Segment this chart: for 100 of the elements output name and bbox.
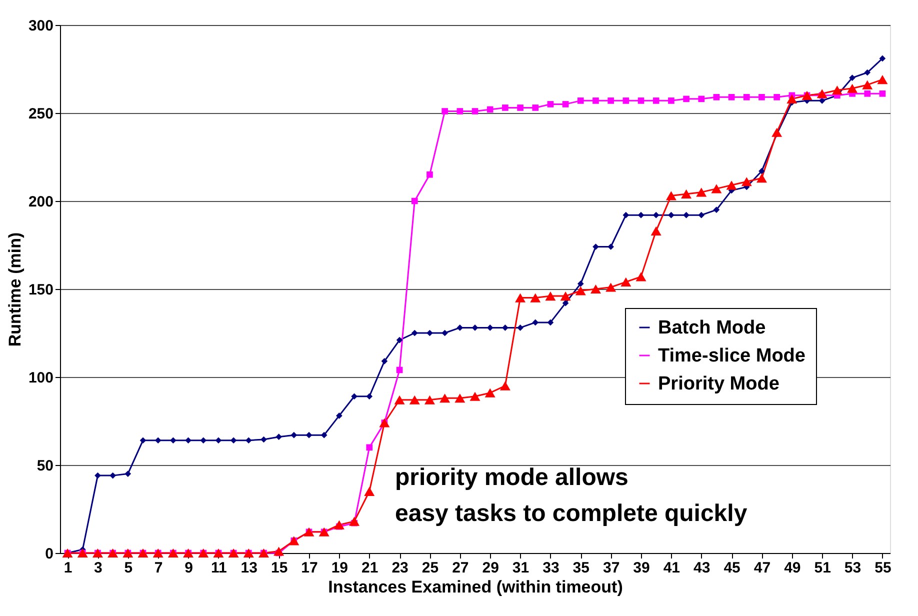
point bbox=[774, 94, 780, 100]
point bbox=[698, 96, 705, 102]
point bbox=[879, 90, 886, 97]
point bbox=[366, 393, 373, 400]
x-tick-label: 49 bbox=[784, 560, 801, 576]
x-tick-label: 41 bbox=[663, 560, 680, 576]
point bbox=[590, 284, 601, 294]
point bbox=[456, 324, 464, 331]
point bbox=[515, 293, 526, 302]
x-tick-label: 25 bbox=[422, 560, 439, 576]
point bbox=[879, 55, 886, 62]
point bbox=[668, 98, 674, 104]
point bbox=[200, 437, 207, 444]
annotation: priority mode allows bbox=[395, 464, 628, 491]
point bbox=[864, 69, 871, 76]
point bbox=[816, 89, 828, 98]
x-tick-label: 29 bbox=[482, 560, 499, 576]
point bbox=[334, 520, 344, 530]
point bbox=[517, 324, 524, 331]
x-tick-label: 27 bbox=[452, 560, 469, 576]
point bbox=[652, 212, 660, 218]
point bbox=[351, 393, 358, 400]
point bbox=[728, 94, 735, 100]
y-tick-label: 200 bbox=[28, 194, 54, 210]
point bbox=[713, 94, 720, 100]
x-tick-label: 21 bbox=[362, 560, 378, 576]
point bbox=[847, 84, 858, 93]
point bbox=[560, 292, 571, 301]
point bbox=[620, 277, 632, 286]
point bbox=[592, 244, 599, 250]
legend-label: Time-slice Mode bbox=[658, 346, 806, 366]
point bbox=[336, 412, 342, 419]
point bbox=[108, 548, 118, 558]
x-tick-label: 43 bbox=[694, 560, 710, 576]
x-tick-label: 17 bbox=[301, 560, 318, 576]
x-tick-label: 5 bbox=[124, 560, 133, 576]
point bbox=[274, 546, 284, 556]
point bbox=[532, 104, 539, 111]
x-tick-label: 15 bbox=[270, 560, 288, 576]
x-tick-label: 23 bbox=[392, 560, 408, 576]
point bbox=[245, 437, 252, 444]
point bbox=[396, 366, 403, 374]
point bbox=[545, 292, 556, 301]
point bbox=[877, 75, 888, 84]
x-tick-label: 47 bbox=[754, 560, 771, 576]
y-tick-label: 300 bbox=[28, 18, 54, 34]
x-tick-label: 19 bbox=[331, 560, 348, 576]
point bbox=[562, 300, 569, 306]
point bbox=[772, 128, 782, 137]
point bbox=[183, 548, 194, 558]
point bbox=[411, 330, 418, 336]
point bbox=[532, 319, 539, 326]
x-tick-label: 7 bbox=[154, 560, 163, 576]
point bbox=[394, 395, 405, 404]
point bbox=[713, 206, 720, 213]
point bbox=[320, 432, 328, 438]
point bbox=[726, 180, 737, 190]
point bbox=[864, 90, 871, 97]
point bbox=[456, 108, 464, 114]
point bbox=[472, 324, 478, 331]
point bbox=[168, 548, 178, 558]
point bbox=[666, 191, 676, 200]
y-tick-label: 100 bbox=[28, 370, 54, 386]
point bbox=[741, 177, 752, 186]
point bbox=[366, 444, 373, 451]
point bbox=[306, 432, 312, 438]
y-tick-label: 0 bbox=[45, 546, 54, 562]
point bbox=[862, 80, 873, 90]
point bbox=[500, 381, 510, 390]
point bbox=[442, 108, 448, 114]
point bbox=[650, 226, 662, 236]
point bbox=[154, 437, 162, 444]
x-tick-label: 1 bbox=[64, 560, 72, 576]
point bbox=[92, 548, 103, 558]
point bbox=[230, 437, 237, 444]
x-tick-label: 11 bbox=[211, 560, 227, 576]
point bbox=[743, 94, 750, 100]
point bbox=[696, 188, 707, 197]
point bbox=[260, 436, 267, 443]
point bbox=[517, 104, 524, 111]
point bbox=[486, 106, 494, 113]
point bbox=[349, 516, 360, 526]
point bbox=[530, 293, 541, 302]
y-tick-label: 150 bbox=[28, 282, 54, 298]
point bbox=[411, 198, 418, 204]
point bbox=[472, 108, 478, 114]
point bbox=[577, 280, 584, 287]
point bbox=[140, 437, 146, 444]
point bbox=[562, 101, 569, 108]
x-tick-label: 35 bbox=[572, 560, 590, 576]
point bbox=[470, 392, 480, 401]
x-tick-label: 13 bbox=[240, 560, 258, 576]
point bbox=[426, 171, 433, 178]
x-tick-label: 45 bbox=[724, 560, 740, 576]
point bbox=[484, 388, 496, 398]
point bbox=[381, 358, 388, 364]
point bbox=[652, 98, 660, 104]
point bbox=[758, 168, 765, 174]
point bbox=[290, 432, 298, 438]
annotation: easy tasks to complete quickly bbox=[395, 500, 748, 527]
